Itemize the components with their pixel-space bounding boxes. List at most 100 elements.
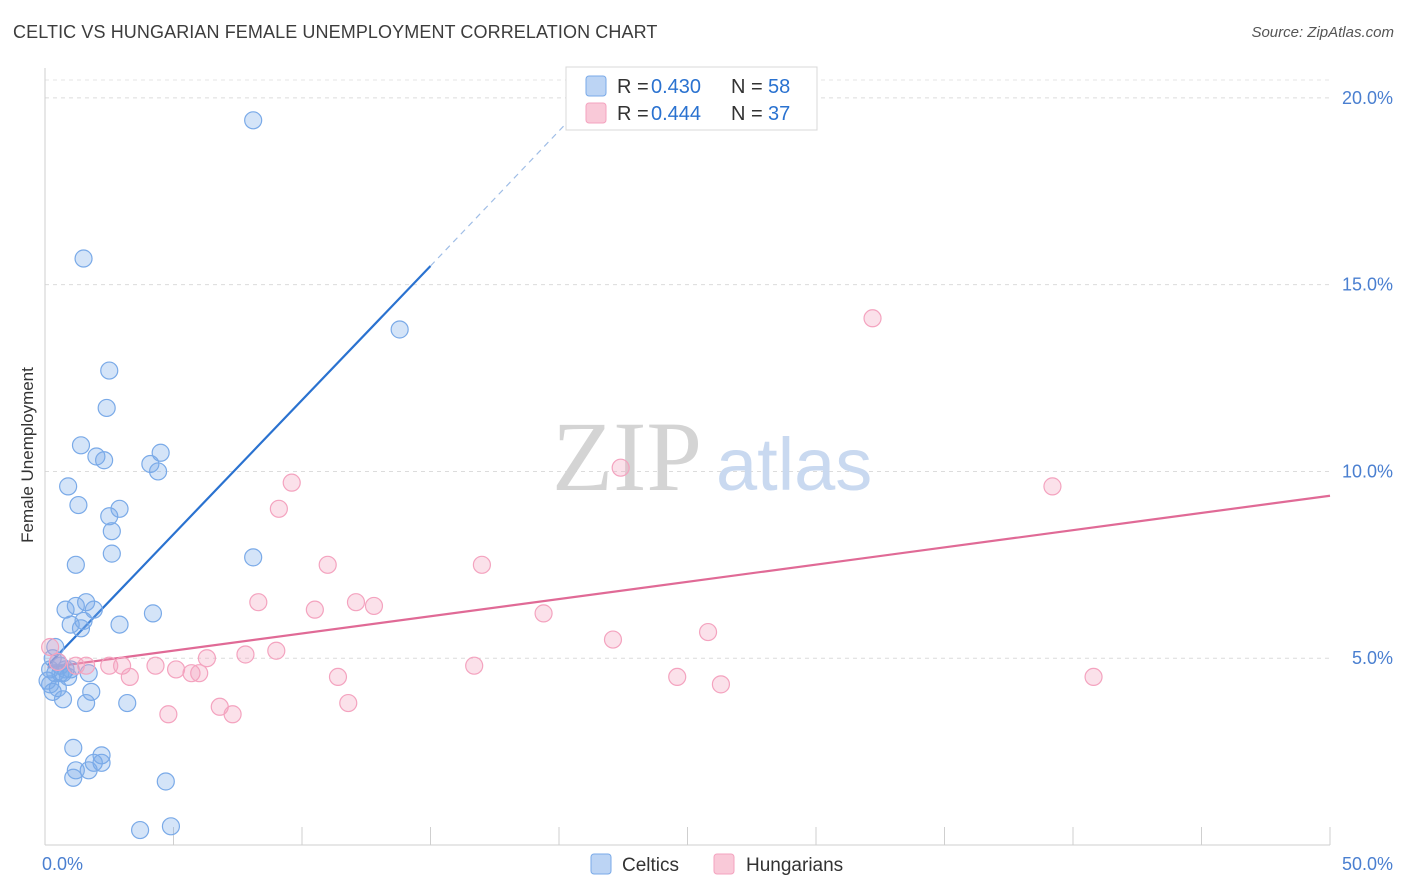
celtics-point-47 — [66, 761, 85, 780]
celtics-point-11 — [59, 477, 78, 496]
celtics-point-51 — [130, 820, 150, 840]
celtics-point-3 — [100, 361, 119, 380]
celtics-point-42 — [118, 693, 137, 713]
celtics-point-44 — [92, 746, 111, 765]
celtics-point-1 — [74, 249, 93, 268]
hungarians-point-3 — [1043, 477, 1062, 496]
celtics-point-5 — [71, 436, 91, 455]
hungarians-point-26 — [190, 664, 209, 683]
celtics-point-48 — [79, 761, 98, 780]
hungarians-point-17 — [197, 649, 217, 668]
series-legend-hungarians: Hungarians — [746, 855, 843, 876]
hungarians-point-15 — [267, 641, 286, 660]
legend-celtics-r-label: R = — [617, 76, 649, 98]
hungarians-point-27 — [120, 667, 139, 686]
celtics-point-12 — [69, 495, 88, 515]
hungarians-point-35 — [159, 705, 178, 724]
watermark: ZIP atlas — [552, 401, 872, 512]
hungarians-point-10 — [305, 600, 324, 619]
hungarians-point-32 — [339, 693, 358, 713]
series-legend-swatch-celtics — [590, 853, 612, 875]
hungarians-point-22 — [100, 656, 119, 675]
hungarians-point-11 — [534, 604, 553, 623]
hungarians-point-24 — [66, 656, 85, 675]
y-tick-label-1: 10.0% — [1342, 461, 1393, 481]
y-tick-labels: 5.0% 10.0% 15.0% 20.0% — [1342, 88, 1393, 668]
y-tick-label-2: 15.0% — [1342, 275, 1393, 295]
celtics-point-15 — [102, 522, 121, 541]
series-legend: Celtics Hungarians — [590, 853, 843, 876]
hungarians-point-29 — [668, 667, 687, 686]
series-celtics-points — [38, 111, 409, 840]
y-axis-title: Female Unemployment — [18, 367, 37, 543]
hungarians-point-34 — [223, 705, 242, 724]
celtics-point-39 — [82, 682, 101, 701]
hungarians-point-25 — [182, 664, 201, 683]
celtics-point-38 — [43, 682, 62, 701]
series-hungarians-points — [41, 309, 1103, 724]
hungarians-point-7 — [249, 593, 268, 612]
legend-hungarians-r-label: R = — [617, 103, 649, 125]
celtics-point-13 — [110, 499, 129, 518]
hungarians-point-13 — [603, 630, 623, 649]
legend-hungarians-n-label: N = — [731, 103, 763, 125]
celtics-point-16 — [102, 544, 121, 563]
x-tick-labels: 0.0% 50.0% — [42, 854, 1393, 874]
hungarians-point-4 — [269, 499, 288, 518]
y-tick-label-3: 20.0% — [1342, 88, 1393, 108]
celtics-point-49 — [64, 768, 83, 787]
celtics-point-8 — [95, 451, 114, 470]
trend-lines — [46, 89, 1331, 669]
celtics-point-21 — [66, 596, 85, 616]
hungarians-point-21 — [166, 660, 186, 679]
celtics-point-0 — [244, 111, 263, 130]
legend-celtics-n-value: 58 — [768, 76, 790, 98]
celtics-point-4 — [97, 398, 116, 418]
hungarians-point-31 — [711, 675, 731, 694]
celtics-point-52 — [161, 817, 181, 836]
hungarians-point-0 — [863, 309, 882, 328]
hungarians-point-8 — [346, 593, 366, 612]
celtics-point-55 — [46, 637, 65, 657]
celtics-point-23 — [143, 604, 163, 623]
legend-hungarians-r-value: 0.444 — [651, 103, 701, 125]
data-points — [38, 111, 1103, 840]
series-legend-celtics: Celtics — [622, 855, 679, 876]
hungarians-point-6 — [318, 555, 337, 574]
hungarians-point-18 — [465, 656, 484, 675]
celtics-point-41 — [77, 693, 96, 713]
hungarians-point-16 — [236, 645, 255, 664]
x-tick-label-0: 0.0% — [42, 854, 83, 874]
celtics-point-9 — [141, 454, 160, 474]
chart-title: CELTIC VS HUNGARIAN FEMALE UNEMPLOYMENT … — [13, 22, 658, 42]
hungarians-point-28 — [328, 667, 348, 686]
celtics-point-26 — [71, 619, 91, 638]
celtics-trend-line — [46, 265, 432, 667]
celtics-point-43 — [64, 738, 83, 757]
hungarians-trend-line — [47, 494, 1331, 669]
legend-celtics-r-value: 0.430 — [651, 76, 701, 98]
gridlines — [45, 79, 1330, 659]
celtics-point-27 — [110, 615, 129, 634]
hungarians-point-14 — [41, 637, 60, 657]
watermark-atlas: atlas — [716, 423, 872, 506]
celtics-point-40 — [53, 690, 73, 709]
legend-hungarians-n-value: 37 — [768, 103, 790, 125]
series-legend-swatch-hungarians — [713, 853, 735, 875]
legend-box: R = 0.430 N = 58 R = 0.444 N = 37 — [565, 66, 818, 131]
legend-swatch-hungarians — [585, 102, 607, 124]
celtics-point-10 — [148, 462, 168, 481]
chart-source: Source: ZipAtlas.com — [1251, 24, 1394, 41]
x-tick-label-1: 50.0% — [1342, 854, 1393, 874]
hungarians-point-2 — [611, 458, 630, 477]
celtics-point-14 — [100, 507, 119, 526]
celtics-point-17 — [244, 548, 263, 567]
hungarians-point-9 — [364, 596, 384, 616]
celtics-point-18 — [66, 555, 85, 574]
hungarians-point-12 — [698, 622, 718, 642]
celtics-point-19 — [77, 593, 96, 612]
celtics-point-2 — [390, 320, 409, 339]
hungarians-point-1 — [282, 473, 301, 492]
celtics-point-50 — [156, 772, 175, 791]
